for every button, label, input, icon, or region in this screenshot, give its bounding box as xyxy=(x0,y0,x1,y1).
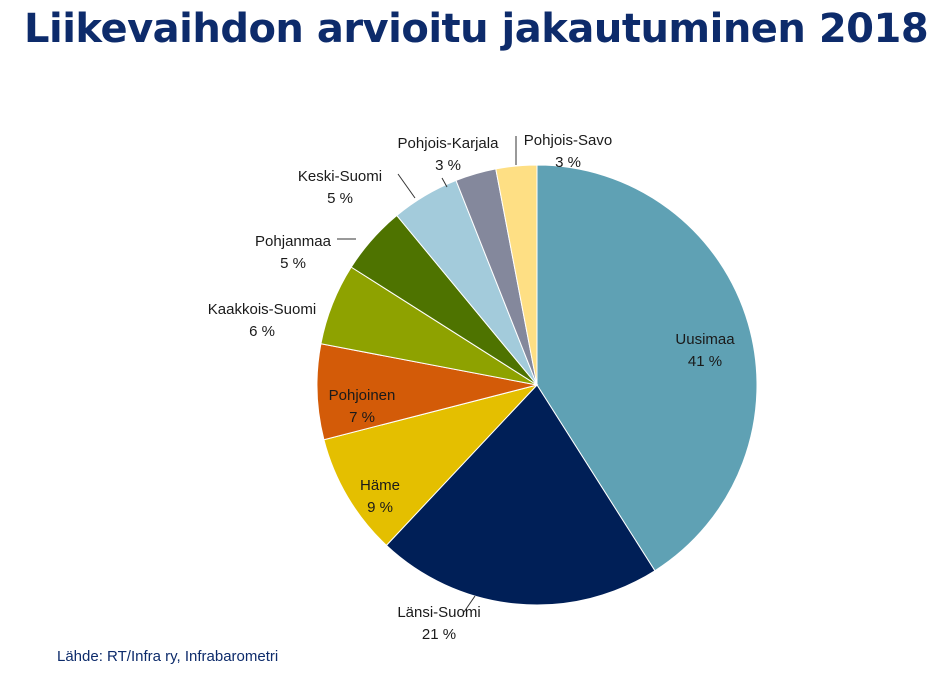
slice-label: Länsi-Suomi xyxy=(397,604,480,621)
pie-slice-pohjois-savo xyxy=(495,164,538,386)
leader-line xyxy=(397,173,416,199)
pie-slice-uusimaa xyxy=(536,164,758,572)
slice-label: Häme xyxy=(360,477,400,494)
slice-label: Pohjois-Savo xyxy=(524,132,612,149)
slice-label: Pohjoinen xyxy=(329,387,396,404)
slice-value-label: 9 % xyxy=(367,499,393,516)
source-note: Lähde: RT/Infra ry, Infrabarometri xyxy=(57,648,279,665)
slice-value-label: 41 % xyxy=(688,353,722,370)
slice-label: Pohjois-Karjala xyxy=(398,135,500,152)
slice-value-label: 5 % xyxy=(280,255,306,272)
pie-slices xyxy=(316,164,758,606)
slice-label: Pohjanmaa xyxy=(255,233,332,250)
slice-label: Uusimaa xyxy=(675,331,735,348)
slice-label: Kaakkois-Suomi xyxy=(208,301,316,318)
slice-value-label: 3 % xyxy=(435,157,461,174)
slice-labels: Uusimaa 41 % Länsi-Suomi 21 % Häme 9 % Pohjoin… xyxy=(208,132,735,643)
pie-slice-l-nsi-suomi xyxy=(385,384,656,606)
slice-value-label: 5 % xyxy=(327,190,353,207)
pie-slice-h-me xyxy=(323,384,539,547)
leader-line xyxy=(463,595,476,613)
slice-value-label: 3 % xyxy=(555,154,581,171)
page-title: Liikevaihdon arvioitu jakautuminen 2018 xyxy=(24,6,929,52)
slice-value-label: 21 % xyxy=(422,626,456,643)
leader-line xyxy=(441,177,448,188)
leader-lines xyxy=(337,136,517,613)
slice-value-label: 7 % xyxy=(349,409,375,426)
slice-label: Keski-Suomi xyxy=(298,168,382,185)
slice-value-label: 6 % xyxy=(249,323,275,340)
